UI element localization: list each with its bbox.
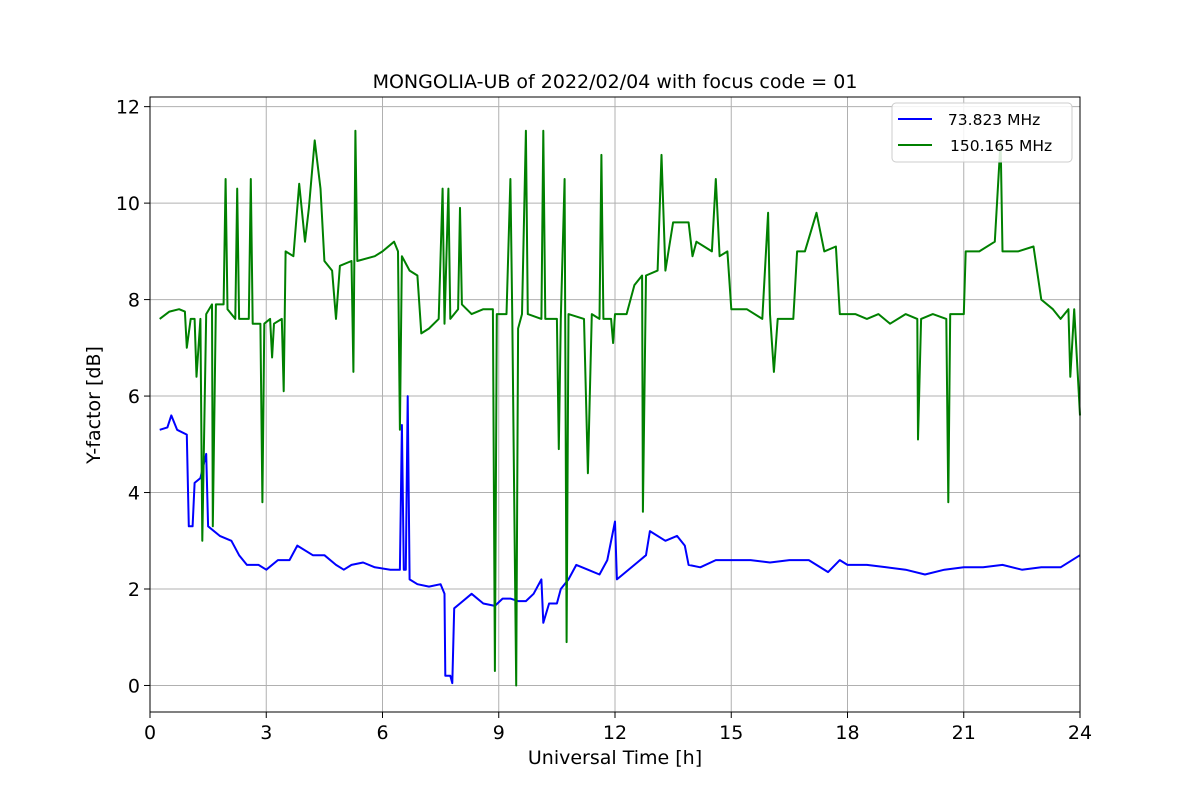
series-line-150mhz	[159, 129, 1081, 687]
series-layer	[159, 129, 1081, 687]
legend-label-73mhz: 73.823 MHz	[943, 111, 1040, 129]
y-tick-label: 8	[128, 290, 140, 312]
y-tick-label: 10	[116, 193, 140, 215]
x-tick-label: 9	[493, 722, 505, 744]
legend-box	[891, 102, 1073, 163]
x-tick-label: 15	[719, 722, 743, 744]
y-tick-label: 4	[128, 483, 140, 505]
y-tick-label: 0	[128, 675, 140, 697]
series-line-73mhz	[159, 395, 1081, 685]
x-tick-label: 6	[376, 722, 388, 744]
x-tick-label: 0	[144, 722, 156, 744]
legend-label-150mhz: 150.165 MHz	[950, 137, 1052, 155]
x-tick-label: 18	[835, 722, 859, 744]
x-axis-label: Universal Time [h]	[528, 747, 702, 769]
legend: 73.823 MHz 150.165 MHz	[891, 102, 1073, 163]
x-tick-label: 3	[260, 722, 272, 744]
y-tick-label: 6	[128, 386, 140, 408]
x-tick-label: 21	[952, 722, 976, 744]
x-tick-label: 12	[603, 722, 627, 744]
y-tick-label: 2	[128, 579, 140, 601]
y-tick-label: 12	[116, 97, 140, 119]
y-axis-label: Y-factor [dB]	[83, 346, 105, 465]
x-tick-label: 24	[1068, 722, 1092, 744]
chart-title: MONGOLIA-UB of 2022/02/04 with focus cod…	[373, 71, 858, 93]
